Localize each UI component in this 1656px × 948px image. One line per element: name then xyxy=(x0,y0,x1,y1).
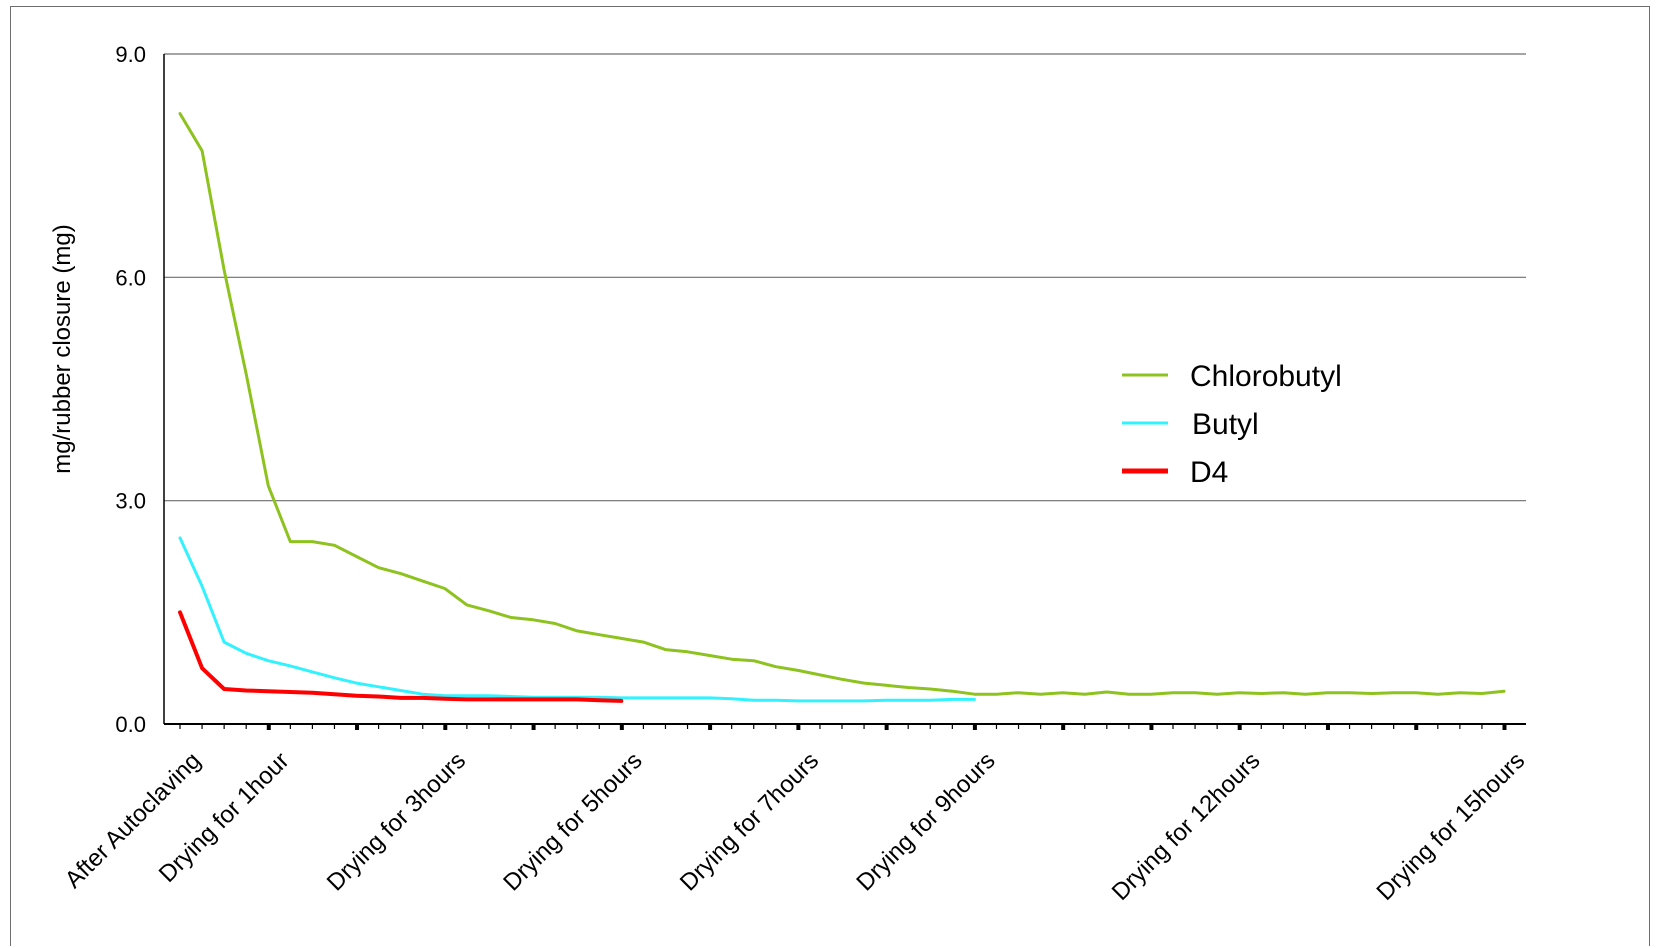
y-tick-label: 9.0 xyxy=(115,42,146,67)
x-major-tick xyxy=(796,724,801,730)
series-line-butyl xyxy=(178,536,976,703)
y-axis-title: mg/rubber closure (mg) xyxy=(49,224,76,473)
axes xyxy=(163,54,1526,725)
x-tick-label: Drying for 3hours xyxy=(322,747,471,896)
legend-label: D4 xyxy=(1190,456,1228,489)
series-line-chlorobutyl xyxy=(178,112,1506,696)
y-tick-label: 0.0 xyxy=(115,712,146,737)
x-major-tick xyxy=(1061,724,1066,730)
x-tick-label: Drying for 12hours xyxy=(1107,747,1266,906)
x-major-tick xyxy=(1149,724,1154,730)
y-tick-label: 6.0 xyxy=(115,265,146,290)
x-major-tick xyxy=(355,724,360,730)
x-major-tick xyxy=(708,724,713,730)
x-major-tick xyxy=(1414,724,1419,730)
series-line-d4 xyxy=(178,610,624,703)
x-major-tick xyxy=(1325,724,1330,730)
y-tick-label: 3.0 xyxy=(115,489,146,514)
x-major-tick xyxy=(443,724,448,730)
x-tick-label: Drying for 5hours xyxy=(498,747,647,896)
x-major-tick xyxy=(884,724,889,730)
legend-label: Chlorobutyl xyxy=(1190,360,1342,393)
gridlines xyxy=(164,53,1526,502)
x-major-tick xyxy=(1502,724,1507,730)
x-tick-label: Drying for 9hours xyxy=(851,747,1000,896)
x-major-tick xyxy=(531,724,536,730)
x-major-tick xyxy=(619,724,624,730)
x-major-tick xyxy=(1237,724,1242,730)
x-tick-label: Drying for 7hours xyxy=(675,747,824,896)
x-major-tick xyxy=(266,724,271,730)
chart-frame xyxy=(10,6,1650,946)
legend-label: Butyl xyxy=(1192,408,1259,441)
legend: Chlorobutyl Butyl D4 xyxy=(1122,360,1342,489)
series-lines xyxy=(178,112,1506,703)
x-major-tick xyxy=(972,724,977,730)
x-tick-label: Drying for 15hours xyxy=(1372,747,1531,906)
